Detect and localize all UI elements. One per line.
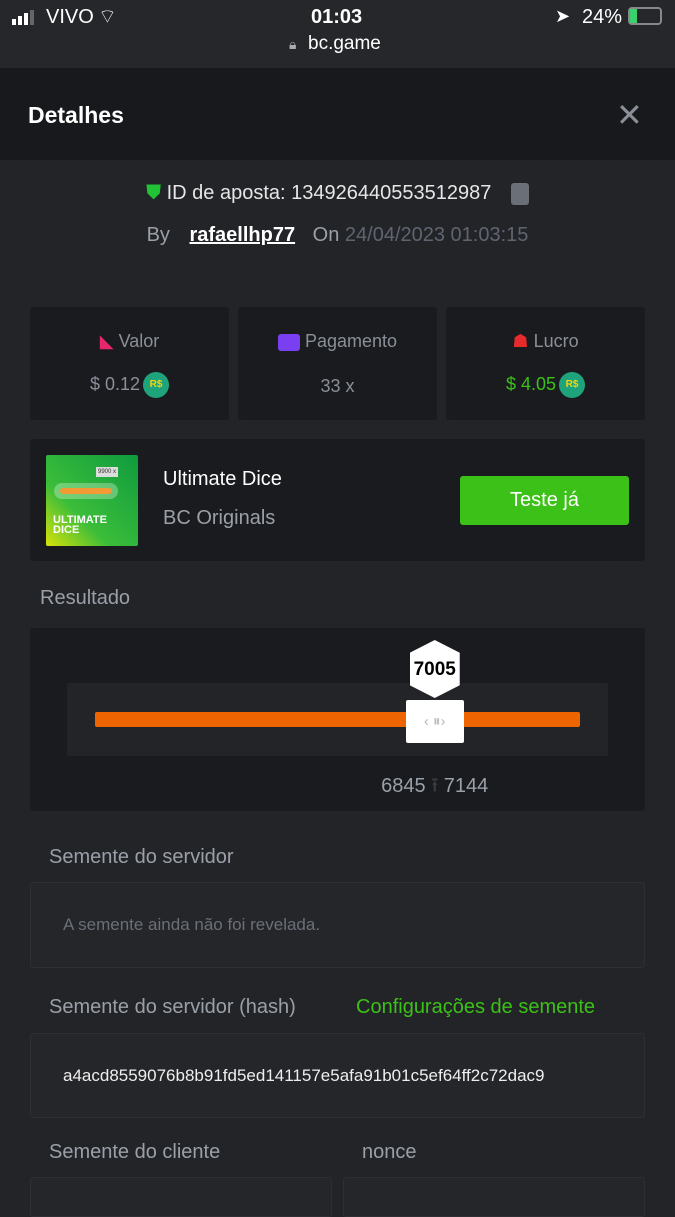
result-title: Resultado bbox=[40, 587, 131, 609]
server-hash-field[interactable]: a4acd8559076b8b91fd5ed141157e5afa91b01c5… bbox=[30, 1033, 645, 1118]
close-icon[interactable]: ✕ bbox=[616, 97, 643, 133]
bet-id-label: ID de aposta: bbox=[166, 182, 286, 204]
on-label: On bbox=[312, 224, 340, 246]
server-seed-label: Semente do servidor bbox=[49, 846, 234, 868]
game-provider: BC Originals bbox=[163, 507, 276, 529]
stat-label: Valor bbox=[118, 331, 160, 351]
client-seed-field[interactable] bbox=[30, 1177, 332, 1217]
result-range: 6845 ⭱ 7144 bbox=[381, 771, 488, 805]
server-hash-label: Semente do servidor (hash) bbox=[49, 996, 296, 1018]
battery-icon bbox=[628, 7, 662, 25]
by-label: By bbox=[146, 224, 170, 246]
server-seed-field[interactable]: A semente ainda não foi revelada. bbox=[30, 882, 645, 968]
page-title: Detalhes bbox=[28, 102, 124, 128]
nonce-label: nonce bbox=[362, 1141, 417, 1163]
money-bag-icon: ◣ bbox=[99, 331, 114, 351]
range-high: 7144 bbox=[443, 775, 489, 797]
carrier: VIVO bbox=[46, 6, 94, 28]
bet-id: 134926440553512987 bbox=[291, 182, 492, 204]
copy-icon[interactable] bbox=[510, 182, 529, 205]
stat-lucro: ☗ Lucro $ 4.05 R$ bbox=[446, 307, 645, 420]
status-bar: VIVO ⌔ 01:03 ➤ 24% 🔒︎ bc.game bbox=[0, 0, 675, 68]
verified-shield-icon: ⛊ bbox=[146, 182, 162, 204]
lock-icon: 🔒︎ bbox=[289, 36, 297, 52]
bet-date: 24/04/2023 01:03:15 bbox=[344, 224, 529, 246]
up-arrow-icon: ⭱ bbox=[431, 775, 439, 797]
result-bar bbox=[95, 712, 580, 727]
username-link[interactable]: rafaellhp77 bbox=[189, 224, 296, 246]
stat-value: $ 4.05 bbox=[505, 373, 557, 394]
stats-row: ◣ Valor $ 0.12 R$ Pagamento 33 x ☗ Lucro … bbox=[30, 307, 645, 420]
card-icon bbox=[277, 333, 300, 351]
currency-badge: R$ bbox=[559, 372, 586, 398]
signal-icon bbox=[12, 10, 34, 25]
seed-settings-link[interactable]: Configurações de semente bbox=[356, 996, 596, 1018]
stat-value: 33 x bbox=[320, 376, 355, 396]
game-thumbnail[interactable]: 9900 x ULTIMATE DICE bbox=[46, 455, 138, 546]
stat-value: $ 0.12 bbox=[89, 373, 141, 394]
game-card: 9900 x ULTIMATE DICE Ultimate Dice BC Or… bbox=[30, 439, 645, 561]
try-now-button[interactable]: Teste já bbox=[460, 476, 629, 525]
bet-id-row: ⛊ ID de aposta: 134926440553512987 bbox=[0, 182, 675, 205]
location-icon: ➤ bbox=[555, 6, 571, 26]
result-panel: 7005 ‹ ⏸› 6845 ⭱ 7144 bbox=[30, 628, 645, 811]
currency-badge: R$ bbox=[143, 372, 170, 398]
battery-percent: 24% bbox=[582, 6, 623, 28]
client-seed-label: Semente do cliente bbox=[49, 1141, 221, 1163]
server-seed-value: A semente ainda não foi revelada. bbox=[63, 915, 321, 934]
slider-handle-icon: ‹ ⏸› bbox=[405, 700, 464, 743]
nonce-field[interactable] bbox=[343, 1177, 645, 1217]
game-name[interactable]: Ultimate Dice bbox=[163, 468, 282, 490]
server-hash-value: a4acd8559076b8b91fd5ed141157e5afa91b01c5… bbox=[63, 1066, 545, 1085]
stat-label: Lucro bbox=[533, 331, 579, 351]
clock: 01:03 bbox=[311, 6, 363, 28]
thumb-text: ULTIMATE DICE bbox=[53, 514, 107, 536]
stat-pagamento: Pagamento 33 x bbox=[238, 307, 437, 420]
url[interactable]: bc.game bbox=[308, 33, 381, 54]
result-marker: 7005 ‹ ⏸› bbox=[405, 640, 464, 743]
modal-header: Detalhes ✕ bbox=[0, 68, 675, 160]
bet-meta-row: By rafaellhp77 On 24/04/2023 01:03:15 bbox=[0, 224, 675, 247]
hand-user-icon: ☗ bbox=[512, 331, 529, 351]
wifi-icon: ⌔ bbox=[98, 6, 117, 28]
range-low: 6845 bbox=[381, 775, 426, 797]
stat-label: Pagamento bbox=[304, 331, 398, 351]
stat-valor: ◣ Valor $ 0.12 R$ bbox=[30, 307, 229, 420]
result-value: 7005 bbox=[409, 640, 460, 698]
thumb-badge: 9900 x bbox=[96, 467, 119, 477]
